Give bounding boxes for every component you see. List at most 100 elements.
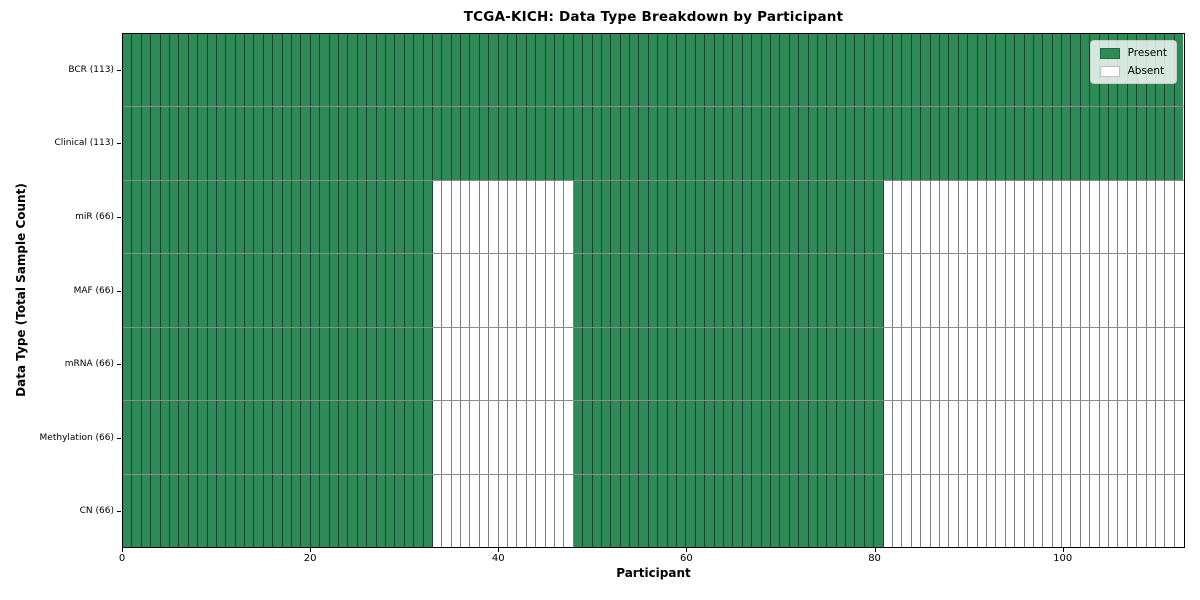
heatmap-cell (273, 327, 283, 401)
heatmap-cell (770, 327, 781, 401)
heatmap-cell (780, 107, 790, 180)
heatmap-cell (1043, 254, 1053, 327)
heatmap-cell (301, 254, 311, 327)
heatmap-cell (498, 327, 509, 401)
heatmap-cell (855, 401, 865, 474)
heatmap-cell (320, 107, 330, 180)
heatmap-cell (235, 34, 246, 107)
heatmap-cell (1174, 107, 1184, 180)
x-axis-title: Participant (616, 566, 691, 580)
heatmap-cell (367, 34, 377, 107)
heatmap-cell (1165, 180, 1175, 254)
x-tick-mark (1062, 548, 1064, 552)
heatmap-cell (132, 327, 142, 401)
heatmap-cell (526, 254, 537, 327)
x-tick-label: 80 (868, 553, 881, 564)
heatmap-cell (855, 254, 865, 327)
heatmap-cell (282, 107, 293, 180)
x-tick-mark (310, 548, 312, 552)
heatmap-cell (451, 34, 462, 107)
heatmap-cell (836, 474, 847, 547)
y-tick-mark (117, 143, 121, 145)
heatmap-cell (921, 401, 931, 474)
heatmap-cell (724, 474, 734, 547)
heatmap-cell (526, 474, 537, 547)
heatmap-cell (320, 180, 330, 254)
heatmap-cell (724, 107, 734, 180)
heatmap-cell (808, 107, 818, 180)
heatmap-cell (789, 254, 800, 327)
heatmap-cell (385, 401, 396, 474)
heatmap-cell (789, 401, 800, 474)
heatmap-cell (132, 34, 142, 107)
heatmap-cell (216, 474, 227, 547)
heatmap-cell (911, 180, 922, 254)
heatmap-cell (864, 107, 875, 180)
heatmap-cell (442, 474, 452, 547)
heatmap-cell (479, 401, 490, 474)
heatmap-cell (630, 107, 640, 180)
heatmap-cell (470, 180, 480, 254)
heatmap-cell (461, 180, 471, 254)
heatmap-cell (836, 180, 847, 254)
heatmap-cell (273, 34, 283, 107)
heatmap-cell (1099, 180, 1110, 254)
heatmap-cell (780, 254, 790, 327)
heatmap-cell (329, 327, 339, 401)
heatmap-cell (169, 401, 180, 474)
chart-title: TCGA-KICH: Data Type Breakdown by Partic… (463, 9, 844, 25)
heatmap-cell (855, 474, 865, 547)
heatmap-cell (648, 180, 659, 254)
heatmap-cell (1015, 34, 1025, 107)
heatmap-cell (1080, 107, 1091, 180)
heatmap-cell (620, 401, 631, 474)
heatmap-cell (893, 34, 903, 107)
heatmap-cell (667, 34, 678, 107)
heatmap-cell (1099, 107, 1110, 180)
heatmap-cell (583, 254, 593, 327)
heatmap-cell (141, 401, 152, 474)
heatmap-cell (414, 180, 424, 254)
heatmap-cell (470, 474, 480, 547)
heatmap-cell (742, 34, 753, 107)
heatmap-cell (695, 327, 706, 401)
heatmap-cell (310, 327, 321, 401)
heatmap-cell (1090, 401, 1100, 474)
heatmap-cell (263, 180, 274, 254)
heatmap-cell (198, 254, 208, 327)
heatmap-cell (123, 180, 133, 254)
y-tick-mark (117, 364, 121, 366)
heatmap-cell (714, 474, 724, 547)
y-tick-label-Methylation: Methylation (66) (39, 432, 114, 443)
heatmap-cell (1165, 107, 1175, 180)
heatmap-cell (883, 180, 894, 254)
heatmap-cell (141, 180, 152, 254)
heatmap-cell (949, 254, 959, 327)
heatmap-cell (320, 474, 330, 547)
heatmap-cell (526, 107, 537, 180)
heatmap-cell (817, 180, 828, 254)
heatmap-cell (169, 107, 180, 180)
heatmap-cell (958, 327, 969, 401)
heatmap-cell (404, 107, 415, 180)
heatmap-cell (930, 34, 940, 107)
heatmap-cell (123, 474, 133, 547)
heatmap-cell (1005, 107, 1016, 180)
heatmap-cell (536, 474, 546, 547)
heatmap-cell (310, 34, 321, 107)
heatmap-cell (489, 474, 499, 547)
heatmap-cell (432, 474, 443, 547)
heatmap-cell (226, 401, 236, 474)
heatmap-cell (846, 401, 856, 474)
heatmap-cell (1099, 401, 1110, 474)
heatmap-cell (855, 180, 865, 254)
heatmap-cell (338, 327, 349, 401)
heatmap-cell (658, 180, 668, 254)
heatmap-cell (808, 34, 818, 107)
heatmap-cell (883, 327, 894, 401)
heatmap-cell (611, 254, 621, 327)
heatmap-cell (742, 327, 753, 401)
heatmap-cell (1071, 401, 1081, 474)
heatmap-cell (517, 401, 527, 474)
heatmap-cell (470, 34, 480, 107)
